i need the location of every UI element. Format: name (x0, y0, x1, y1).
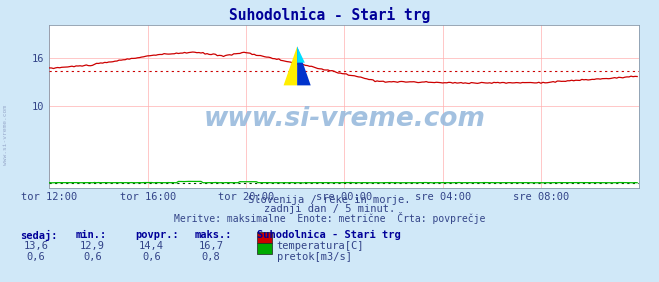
Text: 0,8: 0,8 (202, 252, 220, 262)
Text: 13,6: 13,6 (24, 241, 49, 251)
Text: 16,7: 16,7 (198, 241, 223, 251)
Polygon shape (283, 47, 297, 85)
Text: Suhodolnica - Stari trg: Suhodolnica - Stari trg (229, 7, 430, 23)
Text: 0,6: 0,6 (83, 252, 101, 262)
Text: povpr.:: povpr.: (135, 230, 179, 240)
Polygon shape (297, 47, 310, 85)
Polygon shape (297, 47, 305, 63)
Text: 0,6: 0,6 (27, 252, 45, 262)
Text: Meritve: maksimalne  Enote: metrične  Črta: povprečje: Meritve: maksimalne Enote: metrične Črta… (174, 212, 485, 224)
Text: www.si-vreme.com: www.si-vreme.com (3, 105, 8, 165)
Text: 12,9: 12,9 (80, 241, 105, 251)
Text: 14,4: 14,4 (139, 241, 164, 251)
Text: maks.:: maks.: (194, 230, 232, 240)
Text: Suhodolnica - Stari trg: Suhodolnica - Stari trg (257, 230, 401, 240)
Text: sedaj:: sedaj: (20, 230, 57, 241)
Text: min.:: min.: (76, 230, 107, 240)
Text: pretok[m3/s]: pretok[m3/s] (277, 252, 352, 262)
Text: www.si-vreme.com: www.si-vreme.com (204, 106, 485, 133)
Text: temperatura[C]: temperatura[C] (277, 241, 364, 251)
Text: zadnji dan / 5 minut.: zadnji dan / 5 minut. (264, 204, 395, 213)
Text: 0,6: 0,6 (142, 252, 161, 262)
Text: Slovenija / reke in morje.: Slovenija / reke in morje. (248, 195, 411, 205)
